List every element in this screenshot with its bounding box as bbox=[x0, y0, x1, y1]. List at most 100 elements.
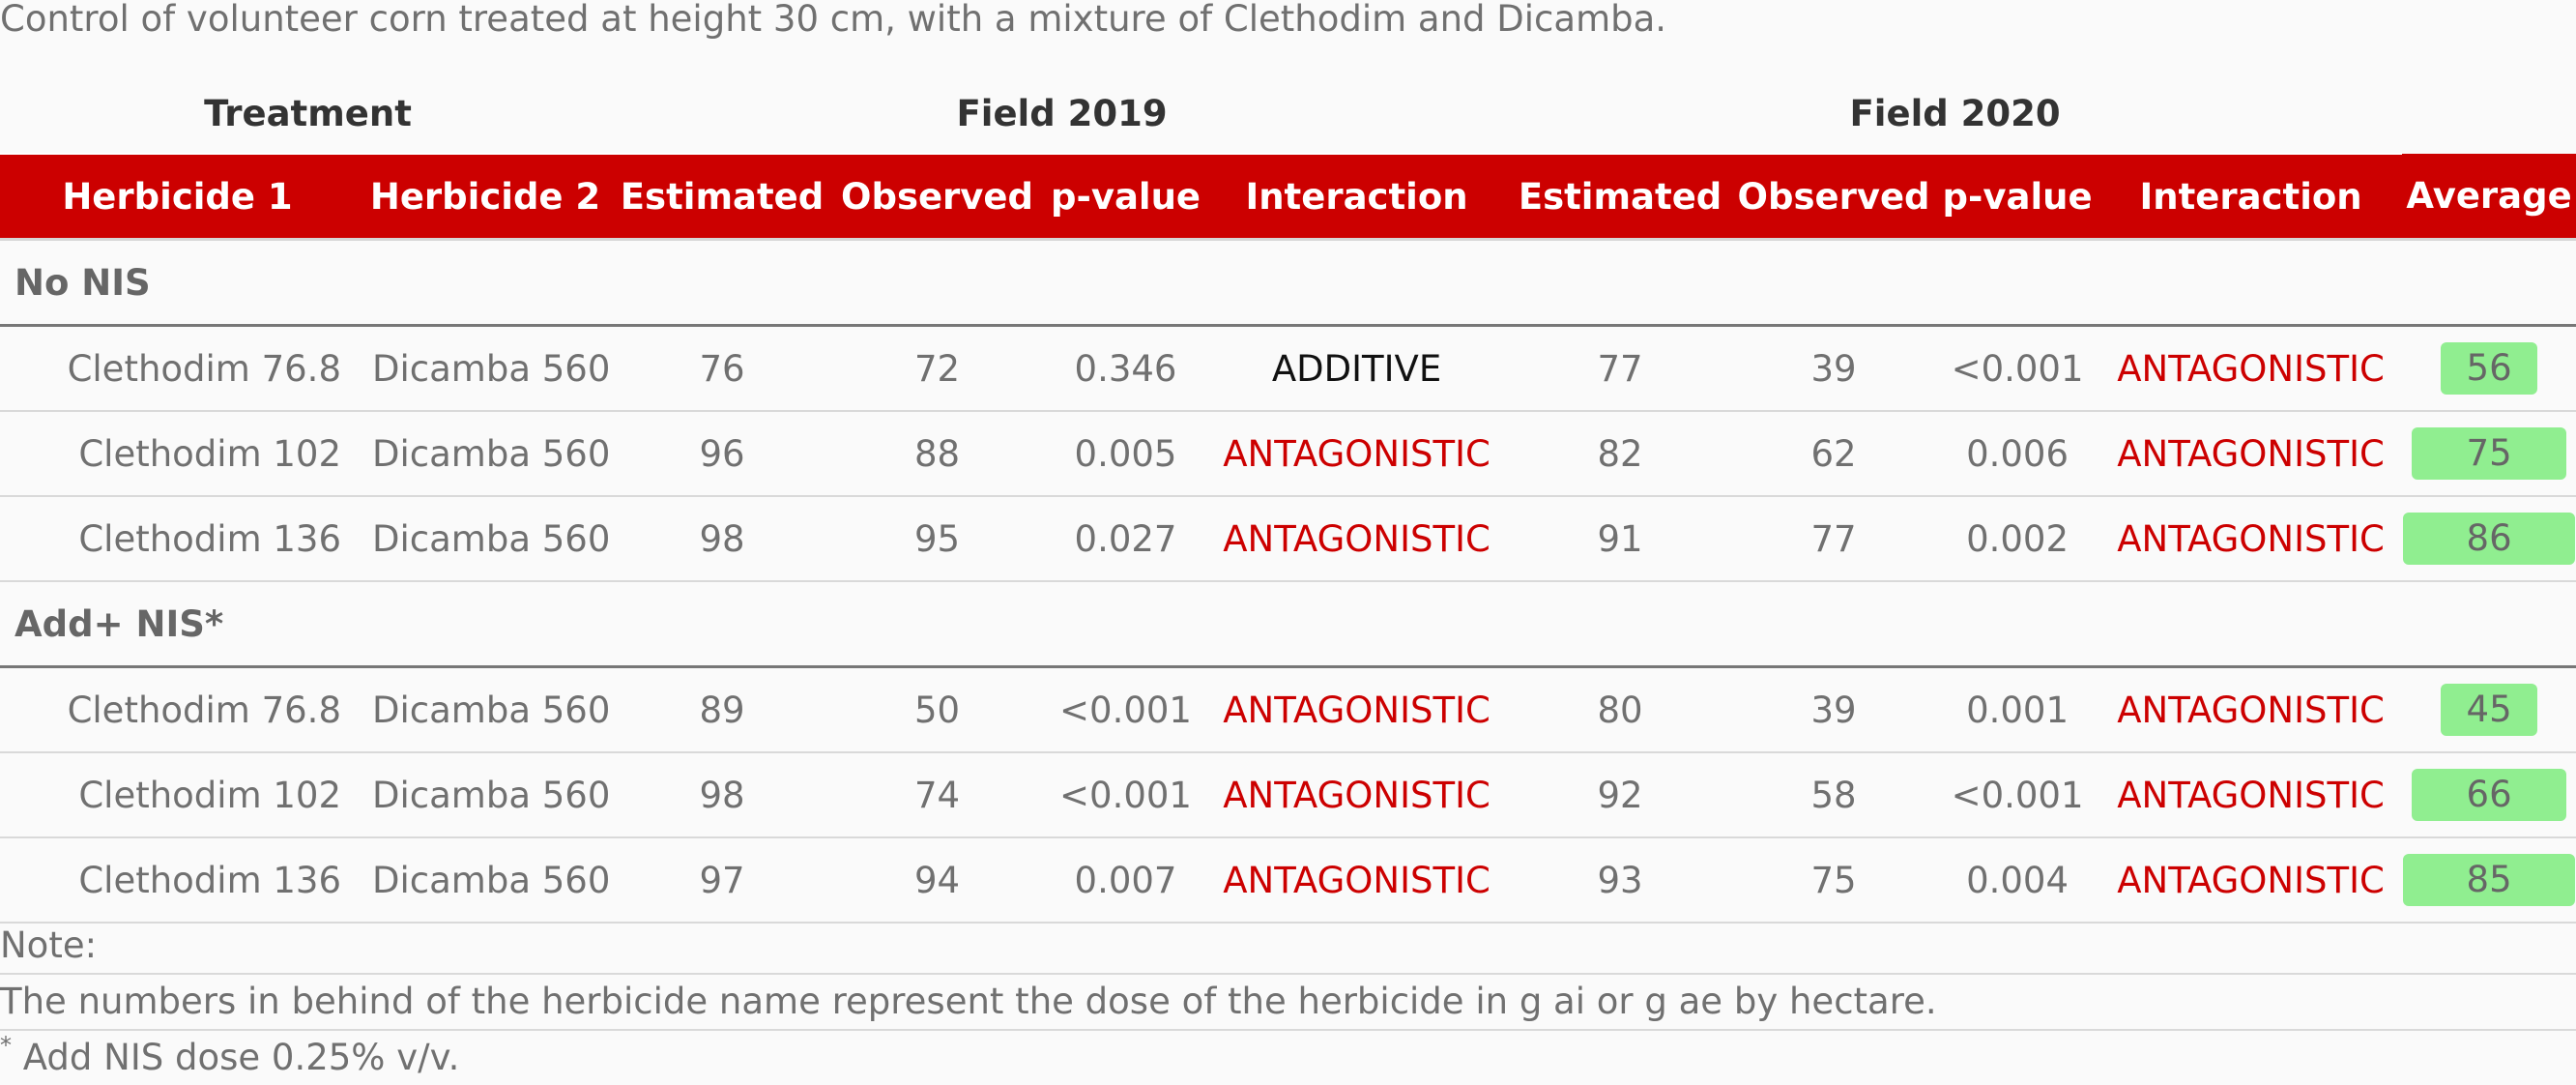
table-row: Clethodim 102 Dicamba 560 98 74 <0.001 ANTAGO… bbox=[0, 752, 2576, 838]
section-label: No NIS bbox=[0, 239, 2576, 327]
cell-estimated-2019: 89 bbox=[616, 666, 829, 753]
note-dose-explanation: The numbers in behind of the herbicide n… bbox=[0, 975, 2576, 1031]
cell-observed-2019: 50 bbox=[828, 666, 1047, 753]
average-badge: 86 bbox=[2403, 513, 2576, 565]
cell-p-value-2019: 0.346 bbox=[1046, 325, 1206, 412]
cell-herbicide-2: Dicamba 560 bbox=[355, 411, 617, 497]
cell-herbicide-1: Clethodim 136 bbox=[0, 837, 355, 924]
note-nis-dose: * Add NIS dose 0.25% v/v. bbox=[0, 1031, 2576, 1085]
data-table: Treatment Field 2019 Field 2020 Herbicid… bbox=[0, 70, 2576, 924]
cell-interaction-2020: ANTAGONISTIC bbox=[2099, 666, 2403, 753]
cell-herbicide-1: Clethodim 136 bbox=[0, 496, 355, 582]
cell-p-value-2019: 0.007 bbox=[1046, 837, 1206, 924]
cell-estimated-2020: 91 bbox=[1508, 496, 1733, 582]
cell-estimated-2019: 98 bbox=[616, 496, 829, 582]
table-body: No NIS Clethodim 76.8 Dicamba 560 76 72 0.346… bbox=[0, 239, 2576, 924]
cell-interaction-2020: ANTAGONISTIC bbox=[2099, 496, 2403, 582]
cell-average: 75 bbox=[2402, 411, 2576, 497]
cell-estimated-2020: 93 bbox=[1508, 837, 1733, 924]
group-header-treatment: Treatment bbox=[0, 70, 617, 155]
cell-observed-2020: 62 bbox=[1732, 411, 1936, 497]
average-badge: 66 bbox=[2412, 769, 2567, 821]
table-row: Clethodim 102 Dicamba 560 96 88 0.005 ANTAGON… bbox=[0, 411, 2576, 497]
cell-interaction-2020: ANTAGONISTIC bbox=[2099, 752, 2403, 838]
cell-observed-2020: 58 bbox=[1732, 752, 1936, 838]
cell-average: 45 bbox=[2402, 666, 2576, 753]
cell-average: 85 bbox=[2402, 837, 2576, 924]
average-badge: 56 bbox=[2441, 342, 2538, 395]
cell-p-value-2020: <0.001 bbox=[1935, 325, 2100, 412]
cell-p-value-2019: 0.005 bbox=[1046, 411, 1206, 497]
cell-herbicide-2: Dicamba 560 bbox=[355, 666, 617, 753]
cell-observed-2020: 75 bbox=[1732, 837, 1936, 924]
col-header-interaction-2019: Interaction bbox=[1205, 154, 1509, 241]
col-header-herbicide-1: Herbicide 1 bbox=[0, 154, 355, 241]
cell-p-value-2020: <0.001 bbox=[1935, 752, 2100, 838]
note-nis-dose-text: Add NIS dose 0.25% v/v. bbox=[12, 1037, 460, 1078]
footnote-mark: * bbox=[0, 1032, 12, 1059]
cell-herbicide-2: Dicamba 560 bbox=[355, 837, 617, 924]
cell-estimated-2019: 98 bbox=[616, 752, 829, 838]
cell-observed-2019: 74 bbox=[828, 752, 1047, 838]
cell-interaction-2019: ADDITIVE bbox=[1205, 325, 1509, 412]
group-header-field-2020: Field 2020 bbox=[1508, 70, 2403, 155]
table-row: Clethodim 76.8 Dicamba 560 76 72 0.346 ADDITI… bbox=[0, 325, 2576, 412]
cell-average: 86 bbox=[2402, 496, 2576, 582]
cell-estimated-2019: 97 bbox=[616, 837, 829, 924]
section-row: Add+ NIS* bbox=[0, 581, 2576, 668]
section-row: No NIS bbox=[0, 239, 2576, 327]
table-row: Clethodim 136 Dicamba 560 98 95 0.027 ANTAGON… bbox=[0, 496, 2576, 582]
section-label: Add+ NIS* bbox=[0, 581, 2576, 668]
cell-interaction-2020: ANTAGONISTIC bbox=[2099, 325, 2403, 412]
col-header-estimated-2020: Estimated bbox=[1508, 154, 1733, 241]
cell-interaction-2019: ANTAGONISTIC bbox=[1205, 411, 1509, 497]
average-badge: 75 bbox=[2412, 427, 2567, 480]
cell-interaction-2020: ANTAGONISTIC bbox=[2099, 411, 2403, 497]
cell-estimated-2019: 96 bbox=[616, 411, 829, 497]
col-header-herbicide-2: Herbicide 2 bbox=[355, 154, 617, 241]
average-badge: 45 bbox=[2441, 684, 2538, 736]
col-header-p-value-2020: p-value bbox=[1935, 154, 2100, 241]
cell-herbicide-1: Clethodim 102 bbox=[0, 411, 355, 497]
column-header-row: Herbicide 1 Herbicide 2 Estimated Observ… bbox=[0, 154, 2576, 241]
cell-estimated-2020: 92 bbox=[1508, 752, 1733, 838]
cell-p-value-2020: 0.001 bbox=[1935, 666, 2100, 753]
note-title: Note: bbox=[0, 919, 2576, 975]
cell-herbicide-1: Clethodim 102 bbox=[0, 752, 355, 838]
col-header-estimated-2019: Estimated bbox=[616, 154, 829, 241]
cell-herbicide-2: Dicamba 560 bbox=[355, 752, 617, 838]
cell-average: 66 bbox=[2402, 752, 2576, 838]
cell-estimated-2020: 80 bbox=[1508, 666, 1733, 753]
table-notes: Note: The numbers in behind of the herbi… bbox=[0, 919, 2576, 1085]
group-header-row: Treatment Field 2019 Field 2020 bbox=[0, 70, 2576, 155]
cell-average: 56 bbox=[2402, 325, 2576, 412]
cell-observed-2019: 94 bbox=[828, 837, 1047, 924]
cell-p-value-2020: 0.002 bbox=[1935, 496, 2100, 582]
table-row: Clethodim 76.8 Dicamba 560 89 50 <0.001 ANTAG… bbox=[0, 666, 2576, 753]
cell-p-value-2020: 0.004 bbox=[1935, 837, 2100, 924]
cell-herbicide-1: Clethodim 76.8 bbox=[0, 666, 355, 753]
cell-herbicide-2: Dicamba 560 bbox=[355, 325, 617, 412]
cell-herbicide-2: Dicamba 560 bbox=[355, 496, 617, 582]
cell-p-value-2020: 0.006 bbox=[1935, 411, 2100, 497]
cell-interaction-2019: ANTAGONISTIC bbox=[1205, 666, 1509, 753]
average-badge: 85 bbox=[2403, 854, 2576, 906]
cell-observed-2020: 39 bbox=[1732, 325, 1936, 412]
cell-p-value-2019: <0.001 bbox=[1046, 752, 1206, 838]
cell-observed-2019: 72 bbox=[828, 325, 1047, 412]
cell-interaction-2019: ANTAGONISTIC bbox=[1205, 752, 1509, 838]
col-header-interaction-2020: Interaction bbox=[2099, 154, 2403, 241]
col-header-observed-2019: Observed bbox=[828, 154, 1047, 241]
cell-observed-2020: 39 bbox=[1732, 666, 1936, 753]
table-row: Clethodim 136 Dicamba 560 97 94 0.007 ANTAGON… bbox=[0, 837, 2576, 924]
cell-interaction-2020: ANTAGONISTIC bbox=[2099, 837, 2403, 924]
cell-p-value-2019: <0.001 bbox=[1046, 666, 1206, 753]
col-header-average: Average bbox=[2402, 154, 2576, 241]
col-header-observed-2020: Observed bbox=[1732, 154, 1936, 241]
cell-p-value-2019: 0.027 bbox=[1046, 496, 1206, 582]
cell-estimated-2020: 77 bbox=[1508, 325, 1733, 412]
cell-herbicide-1: Clethodim 76.8 bbox=[0, 325, 355, 412]
col-header-p-value-2019: p-value bbox=[1046, 154, 1206, 241]
cell-estimated-2020: 82 bbox=[1508, 411, 1733, 497]
cell-observed-2019: 95 bbox=[828, 496, 1047, 582]
